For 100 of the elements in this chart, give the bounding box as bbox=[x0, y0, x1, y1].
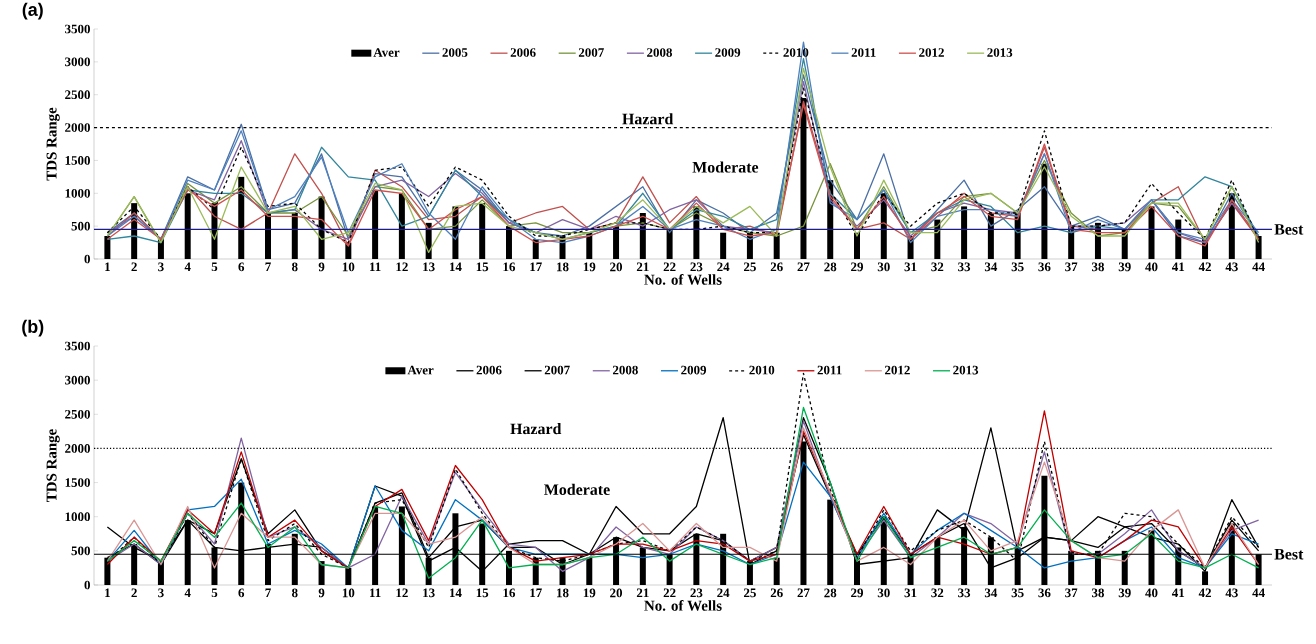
x-tick-label: 15 bbox=[476, 262, 489, 272]
x-tick-label: 3 bbox=[158, 588, 164, 598]
legend-label: 2007 bbox=[578, 48, 604, 57]
legend-label: 2007 bbox=[544, 365, 570, 375]
legend-label: 2013 bbox=[987, 48, 1013, 57]
x-tick-label: 34 bbox=[984, 262, 998, 272]
x-tick-label: 26 bbox=[770, 262, 783, 272]
y-tick-label: 2000 bbox=[65, 444, 90, 453]
x-tick-label: 7 bbox=[265, 262, 271, 271]
y-tick-label: 1000 bbox=[65, 512, 90, 522]
x-tick-label: 5 bbox=[211, 588, 218, 598]
y-tick-label: 0 bbox=[84, 254, 90, 264]
ref-line-label: Best bbox=[1274, 548, 1304, 560]
x-tick-label: 31 bbox=[904, 588, 917, 598]
x-tick-label: 13 bbox=[423, 588, 435, 598]
x-tick-label: 25 bbox=[743, 588, 756, 598]
y-tick-label: 2500 bbox=[65, 409, 90, 419]
x-tick-label: 33 bbox=[958, 588, 971, 598]
x-tick-label: 41 bbox=[1171, 262, 1185, 272]
x-tick-label: 29 bbox=[851, 588, 864, 598]
x-tick-label: 28 bbox=[824, 262, 837, 272]
x-tick-label: 44 bbox=[1252, 262, 1265, 272]
x-tick-label: 22 bbox=[663, 588, 676, 598]
x-tick-label: 21 bbox=[636, 588, 649, 598]
legend-label: 2012 bbox=[885, 365, 910, 375]
x-tick-label: 42 bbox=[1198, 588, 1211, 598]
y-tick-label: 0 bbox=[84, 580, 90, 590]
y-axis-title: TDS Range bbox=[46, 107, 60, 181]
x-tick-label: 16 bbox=[503, 262, 516, 272]
x-tick-label: 8 bbox=[291, 262, 298, 272]
x-axis-title: No. of Wells bbox=[644, 274, 722, 285]
x-tick-label: 38 bbox=[1091, 588, 1105, 598]
x-tick-label: 4 bbox=[184, 588, 191, 598]
x-tick-label: 15 bbox=[476, 588, 489, 598]
x-tick-label: 14 bbox=[449, 262, 462, 272]
x-tick-label: 37 bbox=[1065, 588, 1078, 598]
y-tick-label: 3500 bbox=[65, 341, 90, 351]
x-tick-label: 23 bbox=[690, 262, 703, 272]
x-tick-label: 2 bbox=[131, 262, 137, 272]
x-tick-label: 24 bbox=[717, 262, 730, 272]
y-tick-label: 3000 bbox=[65, 375, 90, 385]
x-tick-label: 18 bbox=[557, 262, 569, 272]
x-tick-label: 20 bbox=[610, 262, 623, 272]
x-tick-label: 32 bbox=[931, 262, 944, 272]
x-tick-label: 40 bbox=[1145, 588, 1158, 598]
x-tick-label: 10 bbox=[342, 262, 355, 272]
y-axis-title: TDS Range bbox=[46, 429, 60, 503]
x-tick-label: 17 bbox=[530, 588, 542, 598]
x-tick-label: 32 bbox=[931, 588, 944, 598]
x-tick-label: 43 bbox=[1225, 262, 1238, 272]
x-tick-label: 21 bbox=[636, 262, 649, 272]
x-tick-label: 25 bbox=[743, 262, 756, 272]
x-tick-label: 19 bbox=[583, 588, 596, 598]
x-tick-label: 37 bbox=[1065, 262, 1078, 272]
y-tick-label: 2000 bbox=[65, 123, 90, 132]
chart-title: (b) bbox=[22, 319, 44, 337]
ref-line-label: Best bbox=[1274, 224, 1304, 235]
annotation: Moderate bbox=[692, 161, 759, 173]
x-tick-label: 12 bbox=[396, 262, 408, 272]
legend-label: 2006 bbox=[510, 48, 536, 57]
legend-label: Aver bbox=[407, 365, 434, 375]
x-tick-label: 5 bbox=[211, 262, 218, 272]
legend-label: 2011 bbox=[851, 48, 876, 57]
x-tick-label: 31 bbox=[904, 262, 917, 272]
x-tick-label: 12 bbox=[396, 588, 408, 598]
x-tick-label: 39 bbox=[1118, 262, 1131, 272]
x-tick-label: 38 bbox=[1091, 262, 1104, 272]
legend-label: 2013 bbox=[953, 365, 979, 375]
x-tick-label: 6 bbox=[238, 588, 245, 598]
x-tick-label: 42 bbox=[1198, 262, 1211, 272]
x-tick-label: 33 bbox=[958, 262, 971, 272]
x-tick-label: 16 bbox=[503, 588, 516, 598]
x-tick-label: 35 bbox=[1011, 588, 1024, 598]
x-tick-label: 34 bbox=[984, 588, 998, 598]
x-tick-label: 27 bbox=[797, 588, 810, 598]
x-tick-label: 41 bbox=[1171, 588, 1185, 598]
x-tick-label: 19 bbox=[583, 262, 596, 272]
y-tick-label: 1500 bbox=[65, 156, 90, 165]
x-tick-label: 43 bbox=[1225, 588, 1238, 598]
x-tick-label: 1 bbox=[105, 262, 110, 272]
annotation: Moderate bbox=[544, 483, 610, 496]
legend-label: 2005 bbox=[442, 48, 468, 57]
x-tick-label: 36 bbox=[1038, 588, 1051, 598]
x-tick-label: 10 bbox=[342, 588, 355, 598]
legend-label: 2006 bbox=[476, 365, 502, 375]
x-tick-label: 36 bbox=[1038, 262, 1051, 272]
y-tick-label: 500 bbox=[71, 221, 90, 231]
x-tick-label: 35 bbox=[1011, 262, 1024, 272]
x-tick-label: 17 bbox=[530, 262, 542, 272]
x-tick-label: 40 bbox=[1145, 262, 1158, 272]
y-tick-label: 1000 bbox=[65, 188, 90, 198]
x-tick-label: 28 bbox=[824, 588, 837, 598]
x-tick-label: 1 bbox=[105, 588, 110, 598]
y-tick-label: 3500 bbox=[65, 24, 90, 34]
legend-label: Aver bbox=[373, 48, 400, 57]
x-tick-label: 9 bbox=[318, 588, 325, 598]
x-tick-label: 29 bbox=[851, 262, 864, 272]
y-tick-label: 1500 bbox=[65, 478, 90, 487]
x-tick-label: 39 bbox=[1118, 588, 1131, 598]
y-tick-label: 2500 bbox=[65, 90, 90, 100]
